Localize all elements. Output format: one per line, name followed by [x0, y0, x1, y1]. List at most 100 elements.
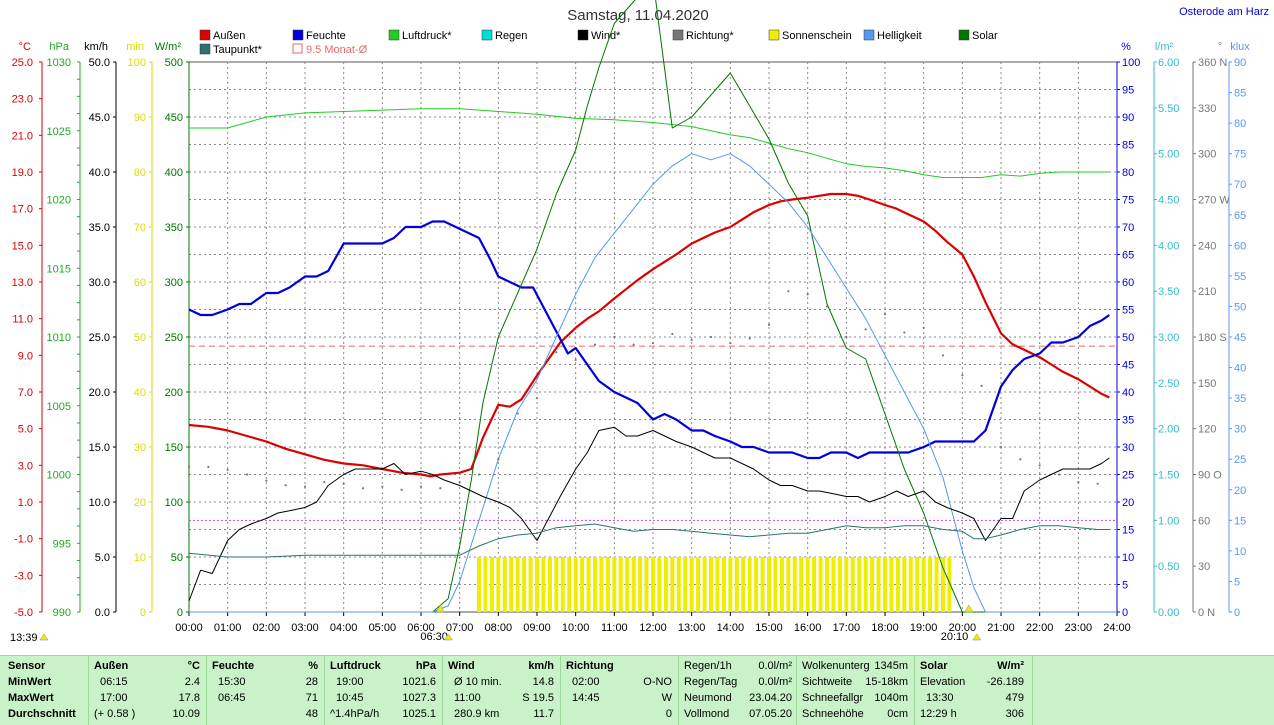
left-axis-tick-label: 5.0: [18, 424, 33, 436]
row-label-max: MaxWert: [8, 692, 54, 704]
x-tick-label: 02:00: [253, 622, 281, 634]
sunshine-bar: [721, 557, 726, 612]
left-axis-tick-label: 100: [128, 57, 146, 69]
sunshine-bar: [876, 557, 881, 612]
sunshine-bar: [850, 557, 855, 612]
legend-swatch: [577, 29, 589, 41]
right-axis-tick-label: 6.00: [1158, 57, 1179, 69]
direction-dot: [845, 335, 848, 339]
left-axis-tick-label: 300: [165, 277, 183, 289]
stat-luftdruck-max-time: 10:45: [336, 692, 364, 704]
direction-dot: [207, 465, 210, 468]
sunshine-bar: [728, 557, 733, 612]
sunshine-bar: [515, 557, 520, 612]
sunshine-bar: [547, 557, 552, 612]
stat-feuchte-avg: 48: [305, 708, 318, 720]
right-axis-tick-label: 70: [1122, 222, 1134, 234]
legend-swatch: [199, 43, 211, 55]
left-axis-unit-2: km/h: [84, 41, 108, 53]
left-axis-tick-label: 50: [134, 332, 146, 344]
legend-label-1: Taupunkt*: [213, 44, 263, 56]
sunshine-bar: [663, 557, 668, 612]
right-axis-tick-label: 85: [1234, 88, 1246, 100]
direction-dot: [941, 354, 945, 357]
chart-series: [187, 0, 1117, 613]
right-axis-tick-label: 100: [1122, 57, 1140, 69]
stat-richtung-r2-label: 14:45: [572, 692, 600, 704]
stat-luftdruck-unit: hPa: [415, 660, 436, 672]
sunshine-bar: [928, 557, 933, 612]
x-tick-label: 22:00: [1026, 622, 1054, 634]
left-axis-tick-label: 7.0: [18, 387, 33, 399]
stat-wind-r1-label: Ø 10 min.: [454, 676, 502, 688]
right-axis-tick-label: 25: [1122, 470, 1134, 482]
right-axis-tick-label: 45: [1234, 332, 1246, 344]
location-label[interactable]: Osterode am Harz: [1179, 6, 1269, 18]
left-axis-tick-label: 50.0: [89, 57, 110, 69]
sunshine-bar: [638, 557, 643, 612]
direction-dot: [477, 473, 481, 476]
right-axis-tick-label: 40: [1234, 363, 1246, 375]
stat-wolken-val-0: 1345m: [874, 660, 908, 672]
left-axis-unit-0: °C: [19, 41, 31, 53]
x-tick-label: 05:00: [369, 622, 397, 634]
sunshine-bar: [522, 557, 527, 612]
right-axis-tick-label: 15: [1122, 525, 1134, 537]
moment-label: 13:39: [10, 632, 38, 644]
sunshine-bar: [934, 557, 939, 612]
direction-dot: [787, 290, 790, 293]
right-axis-tick-label: 75: [1234, 149, 1246, 161]
right-axis-tick-label: 1.00: [1158, 515, 1179, 527]
stat-wolken-label-2: Schneefallgr: [802, 692, 864, 704]
direction-dot: [903, 331, 906, 334]
right-axis-tick-label: 45: [1122, 360, 1134, 372]
sunshine-bar: [947, 557, 952, 612]
sunshine-bar: [593, 557, 597, 612]
right-axis-tick-label: 35: [1122, 415, 1134, 427]
sunshine-bar: [825, 557, 829, 612]
direction-dot: [961, 374, 964, 377]
right-axis-tick-label: 70: [1234, 179, 1246, 191]
left-axis-tick-label: 5.0: [95, 552, 110, 564]
x-tick-label: 20:00: [949, 622, 977, 634]
sunshine-bar: [779, 557, 784, 612]
direction-dot: [1019, 458, 1022, 461]
direction-dot: [400, 488, 403, 491]
sunshine-bar: [676, 557, 681, 612]
right-axis-tick-label: 55: [1234, 271, 1246, 283]
direction-dot: [864, 328, 867, 331]
right-axis-tick-label: 50: [1122, 332, 1134, 344]
sunshine-bar: [734, 557, 739, 612]
x-tick-label: 19:00: [910, 622, 938, 634]
legend-swatch: [481, 29, 493, 41]
left-axis-tick-label: 19.0: [12, 167, 33, 179]
sunshine-bar: [773, 557, 778, 612]
x-tick-label: 24:00: [1103, 622, 1131, 634]
legend-label-10: Solar: [972, 30, 998, 42]
left-axis-tick-label: 995: [53, 538, 71, 550]
left-axis-tick-label: 1020: [47, 195, 71, 207]
sunshine-bar: [618, 557, 623, 612]
sunshine-bar: [657, 557, 662, 612]
left-axis-tick-label: 21.0: [12, 130, 33, 142]
legend-label-3: 9.5 Monat-Ø: [306, 44, 368, 56]
sunshine-bar: [554, 557, 559, 612]
sunshine-bar: [754, 557, 759, 612]
right-axis-tick-label: 5.50: [1158, 103, 1179, 115]
right-axis-tick-label: 40: [1122, 387, 1134, 399]
left-axis-tick-label: 17.0: [12, 204, 33, 216]
left-axis-tick-label: 500: [165, 57, 183, 69]
right-axis-tick-label: 4.50: [1158, 195, 1179, 207]
legend-swatch: [958, 29, 970, 41]
sunshine-bar: [599, 557, 604, 612]
sunshine-bar: [921, 557, 926, 612]
sunset-label-marker: [972, 633, 982, 641]
left-axis-tick-label: 45.0: [89, 112, 110, 124]
right-axis-tick-label: 210: [1198, 286, 1216, 298]
left-axis-tick-label: -3.0: [14, 570, 33, 582]
right-axis-unit-3: klux: [1230, 41, 1250, 53]
left-axis-tick-label: 0: [140, 607, 146, 619]
x-tick-label: 14:00: [717, 622, 745, 634]
right-axis-tick-label: 20: [1234, 485, 1246, 497]
series-helligkeit: [189, 153, 1117, 613]
